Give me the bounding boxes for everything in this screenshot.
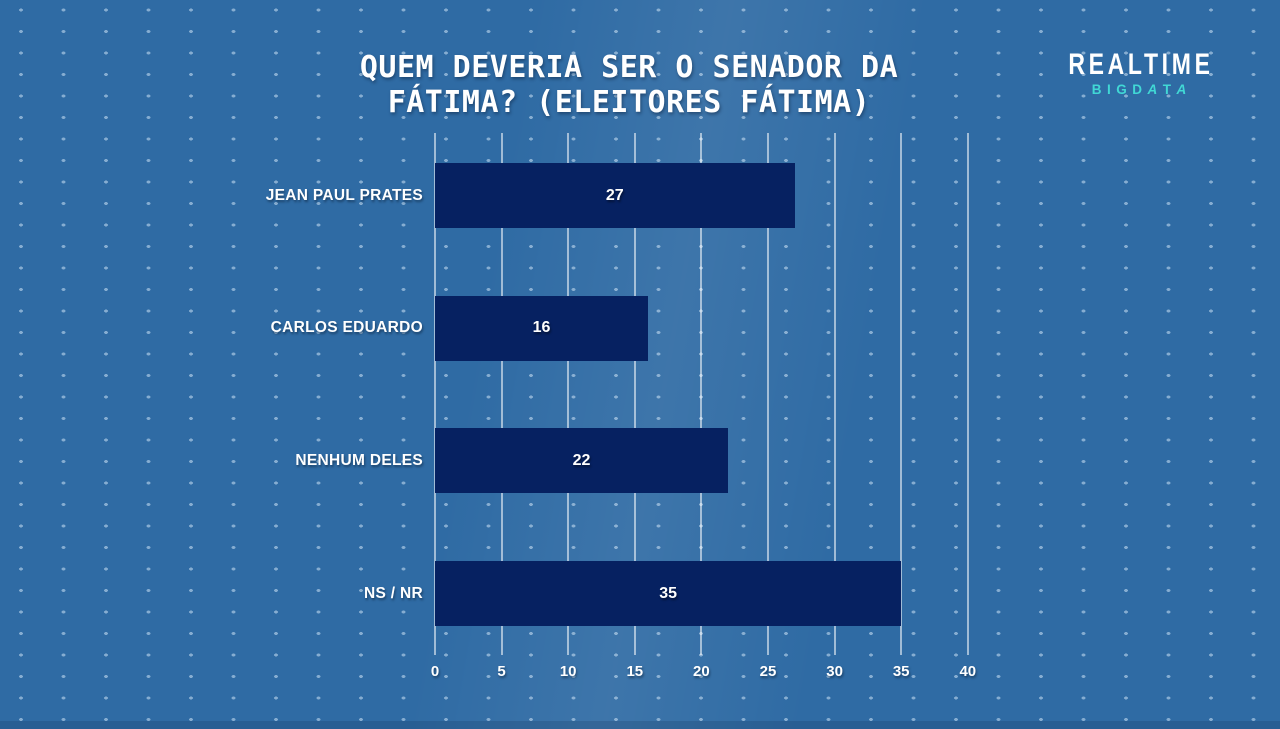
bar-value-label: 35 bbox=[659, 584, 677, 602]
plot-area bbox=[434, 133, 1010, 655]
bar-value-label: 22 bbox=[572, 451, 591, 469]
logo-bigdata-part: BIGD bbox=[1091, 82, 1148, 97]
gridline bbox=[966, 133, 969, 655]
gridline bbox=[567, 133, 570, 655]
x-axis-tick-label: 20 bbox=[693, 663, 710, 680]
x-axis-tick-label: 30 bbox=[826, 663, 843, 680]
x-axis-tick-label: 25 bbox=[759, 663, 777, 680]
x-axis-tick-label: 0 bbox=[430, 663, 440, 680]
x-axis-tick-label: 10 bbox=[559, 663, 577, 680]
x-axis-tick-label: 15 bbox=[626, 663, 644, 680]
gridline bbox=[767, 133, 769, 655]
bottom-strip bbox=[0, 721, 1280, 729]
x-axis-tick-label: 5 bbox=[497, 663, 506, 680]
bar: 22 bbox=[435, 428, 729, 494]
gridline bbox=[833, 133, 836, 655]
gridline bbox=[434, 133, 436, 655]
bar: 16 bbox=[435, 295, 649, 361]
x-axis-tick-label: 35 bbox=[892, 663, 910, 680]
category-label: CARLOS EDUARDO bbox=[270, 319, 423, 337]
bar: 27 bbox=[435, 163, 795, 228]
logo-realtime-text: REALTIME bbox=[1068, 48, 1214, 82]
category-label: NS / NR bbox=[364, 584, 423, 602]
category-label: NENHUM DELES bbox=[295, 451, 423, 469]
logo-bigdata-part: T bbox=[1162, 82, 1177, 97]
logo-bigdata-part-italic: A bbox=[1176, 82, 1192, 97]
bar-value-label: 16 bbox=[532, 319, 551, 337]
gridline bbox=[500, 133, 503, 655]
category-label: JEAN PAUL PRATES bbox=[265, 186, 423, 204]
logo-bigdata-part-italic: A bbox=[1147, 82, 1163, 97]
gridline bbox=[633, 133, 636, 655]
realtime-bigdata-logo: REALTIME BIGDATA bbox=[1062, 48, 1216, 97]
chart-title: QUEM DEVERIA SER O SENADOR DA FÁTIMA? (E… bbox=[359, 50, 899, 120]
bar: 35 bbox=[435, 561, 902, 627]
logo-bigdata-text: BIGDATA bbox=[1062, 82, 1221, 97]
bar-value-label: 27 bbox=[605, 186, 624, 204]
x-axis-tick-label: 40 bbox=[959, 663, 977, 680]
gridline bbox=[700, 133, 703, 655]
gridline bbox=[900, 133, 903, 655]
